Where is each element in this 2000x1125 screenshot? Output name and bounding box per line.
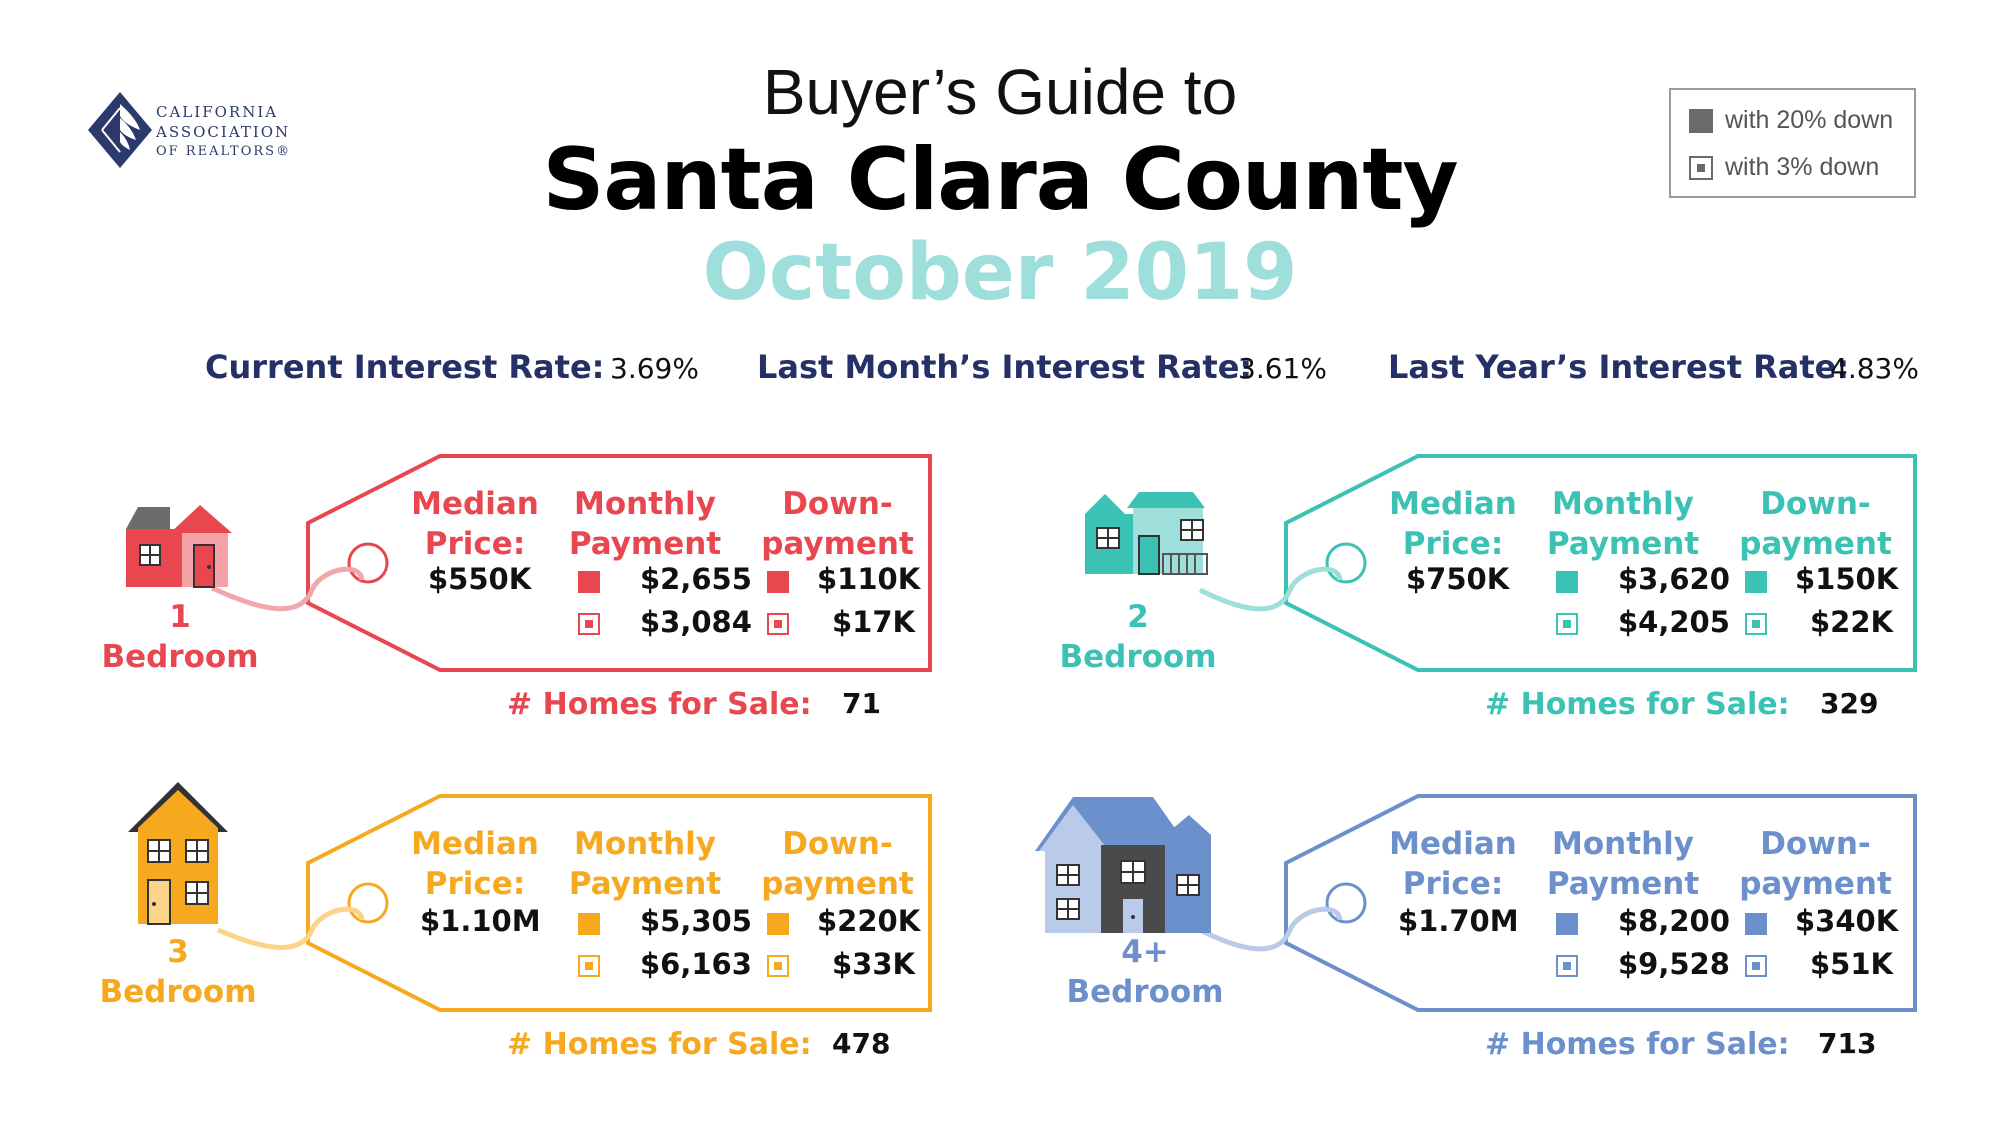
card-1-pay20: $2,655 [640, 562, 752, 596]
house-1-bedroom-icon [126, 505, 232, 588]
card-2-pay20-swatch [1556, 571, 1578, 593]
card-2-down3-swatch [1745, 613, 1767, 635]
price-tag-teal-outline [1198, 454, 1917, 672]
card-3-down3-swatch [767, 955, 789, 977]
card-3-median-header: Median Price: [411, 826, 539, 902]
price-tag-orange [217, 794, 932, 1012]
card-1-pay3-swatch [578, 613, 600, 635]
card-2-down3: $22K [1810, 605, 1894, 639]
card-4-down20-swatch [1745, 913, 1767, 935]
card-1-down20: $110K [817, 562, 921, 596]
title-line-2: Santa Clara County [542, 130, 1458, 230]
card-2-pay3-swatch [1556, 613, 1578, 635]
card-3-pay20: $5,305 [640, 904, 752, 938]
card-4-down3-swatch [1745, 955, 1767, 977]
last-year-rate-value: 4.83% [1830, 352, 1919, 385]
card-1-pay3: $3,084 [640, 605, 752, 639]
card-3-down3: $33K [832, 947, 916, 981]
card-1-down3: $17K [832, 605, 916, 639]
card-2-down20: $150K [1795, 562, 1899, 596]
card-3-pay20-swatch [578, 913, 600, 935]
legend-open-label: with 3% down [1725, 153, 1880, 181]
card-3-pay3: $6,163 [640, 947, 752, 981]
card-3-homes-label: # Homes for Sale: [507, 1027, 812, 1062]
house-3-bedroom-icon [128, 782, 228, 925]
card-4-pay3: $9,528 [1618, 947, 1730, 981]
card-2-pay20: $3,620 [1618, 562, 1730, 596]
card-2-bedroom: 2 Bedroom Median Price: Monthly Payment … [960, 440, 1960, 740]
card-1-homes-label: # Homes for Sale: [507, 687, 812, 722]
card-2-median-header: Median Price: [1389, 486, 1517, 562]
card-2-monthly-header: Monthly Payment [1546, 486, 1700, 562]
card-2-median-price: $750K [1406, 562, 1510, 596]
current-rate-label: Current Interest Rate: [205, 348, 605, 386]
card-4-median-price: $1.70M [1398, 904, 1519, 938]
card-1-median-header: Median Price: [411, 486, 539, 562]
card-1-pay20-swatch [578, 571, 600, 593]
card-4-median-header: Median Price: [1389, 826, 1517, 902]
card-3-homes-value: 478 [832, 1027, 891, 1060]
card-1-down20-swatch [767, 571, 789, 593]
card-2-pay3: $4,205 [1618, 605, 1730, 639]
card-4-monthly-header: Monthly Payment [1546, 826, 1700, 902]
card-3-down-header: Down-payment [761, 826, 914, 902]
card-3-median-price: $1.10M [420, 904, 541, 938]
card-4-bed-count: 4+ [1121, 934, 1169, 970]
card-4-bedroom: 4+ Bedroom Median Price: Monthly Payment… [960, 780, 1960, 1080]
card-2-homes-label: # Homes for Sale: [1485, 687, 1790, 722]
logo-line-2: ASSOCIATION [156, 123, 291, 141]
card-4-pay20: $8,200 [1618, 904, 1730, 938]
legend-solid-label: with 20% down [1725, 106, 1894, 134]
card-3-bedroom: 3 Bedroom Median Price: Monthly Payment … [0, 780, 1000, 1080]
current-rate-value: 3.69% [610, 352, 699, 385]
card-3-down20-swatch [767, 913, 789, 935]
title-date: October 2019 [702, 228, 1298, 318]
card-4-down-header: Down-payment [1739, 826, 1892, 902]
last-month-rate-value: 3.61% [1238, 352, 1327, 385]
card-1-bed-label: Bedroom [101, 639, 259, 675]
card-4-down3: $51K [1810, 947, 1894, 981]
car-logo-mark-icon [88, 92, 152, 168]
card-1-homes-value: 71 [842, 687, 881, 720]
card-4-pay3-swatch [1556, 955, 1578, 977]
car-logo: CALIFORNIA ASSOCIATION OF REALTORS® [84, 88, 304, 178]
card-4-homes-label: # Homes for Sale: [1485, 1027, 1790, 1062]
card-2-down20-swatch [1745, 571, 1767, 593]
legend: with 20% down with 3% down [1669, 88, 1916, 198]
card-3-monthly-header: Monthly Payment [568, 826, 722, 902]
card-1-monthly-header: Monthly Payment [568, 486, 722, 562]
card-2-homes-value: 329 [1820, 687, 1879, 720]
card-2-bed-count: 2 [1127, 599, 1149, 635]
house-4-bedroom-icon [1035, 797, 1211, 933]
card-1-down-header: Down-payment [761, 486, 914, 562]
card-2-bed-label: Bedroom [1059, 639, 1217, 675]
card-3-bed-label: Bedroom [99, 974, 257, 1010]
house-2-bedroom-icon [1085, 492, 1208, 575]
card-1-bed-count: 1 [169, 599, 191, 635]
card-3-bed-count: 3 [167, 934, 189, 970]
legend-open-swatch [1689, 155, 1713, 180]
card-1-down3-swatch [767, 613, 789, 635]
card-3-pay3-swatch [578, 955, 600, 977]
card-1-median-price: $550K [428, 562, 532, 596]
logo-line-1: CALIFORNIA [156, 103, 279, 121]
last-month-rate-label: Last Month’s Interest Rate: [757, 348, 1253, 386]
card-4-pay20-swatch [1556, 913, 1578, 935]
card-4-homes-value: 713 [1818, 1027, 1877, 1060]
last-year-rate-label: Last Year’s Interest Rate: [1388, 348, 1850, 386]
card-2-down-header: Down-payment [1739, 486, 1892, 562]
card-4-bed-label: Bedroom [1066, 974, 1224, 1010]
title-line-1: Buyer’s Guide to [762, 56, 1238, 128]
legend-solid-swatch [1689, 108, 1713, 133]
card-3-down20: $220K [817, 904, 921, 938]
logo-line-3: OF REALTORS® [156, 144, 292, 159]
price-tag-blue [1198, 794, 1917, 1012]
card-4-down20: $340K [1795, 904, 1899, 938]
card-1-bedroom: 1 Bedroom Median Price: Monthly Payment … [0, 440, 1000, 740]
price-tag-red [210, 454, 932, 672]
